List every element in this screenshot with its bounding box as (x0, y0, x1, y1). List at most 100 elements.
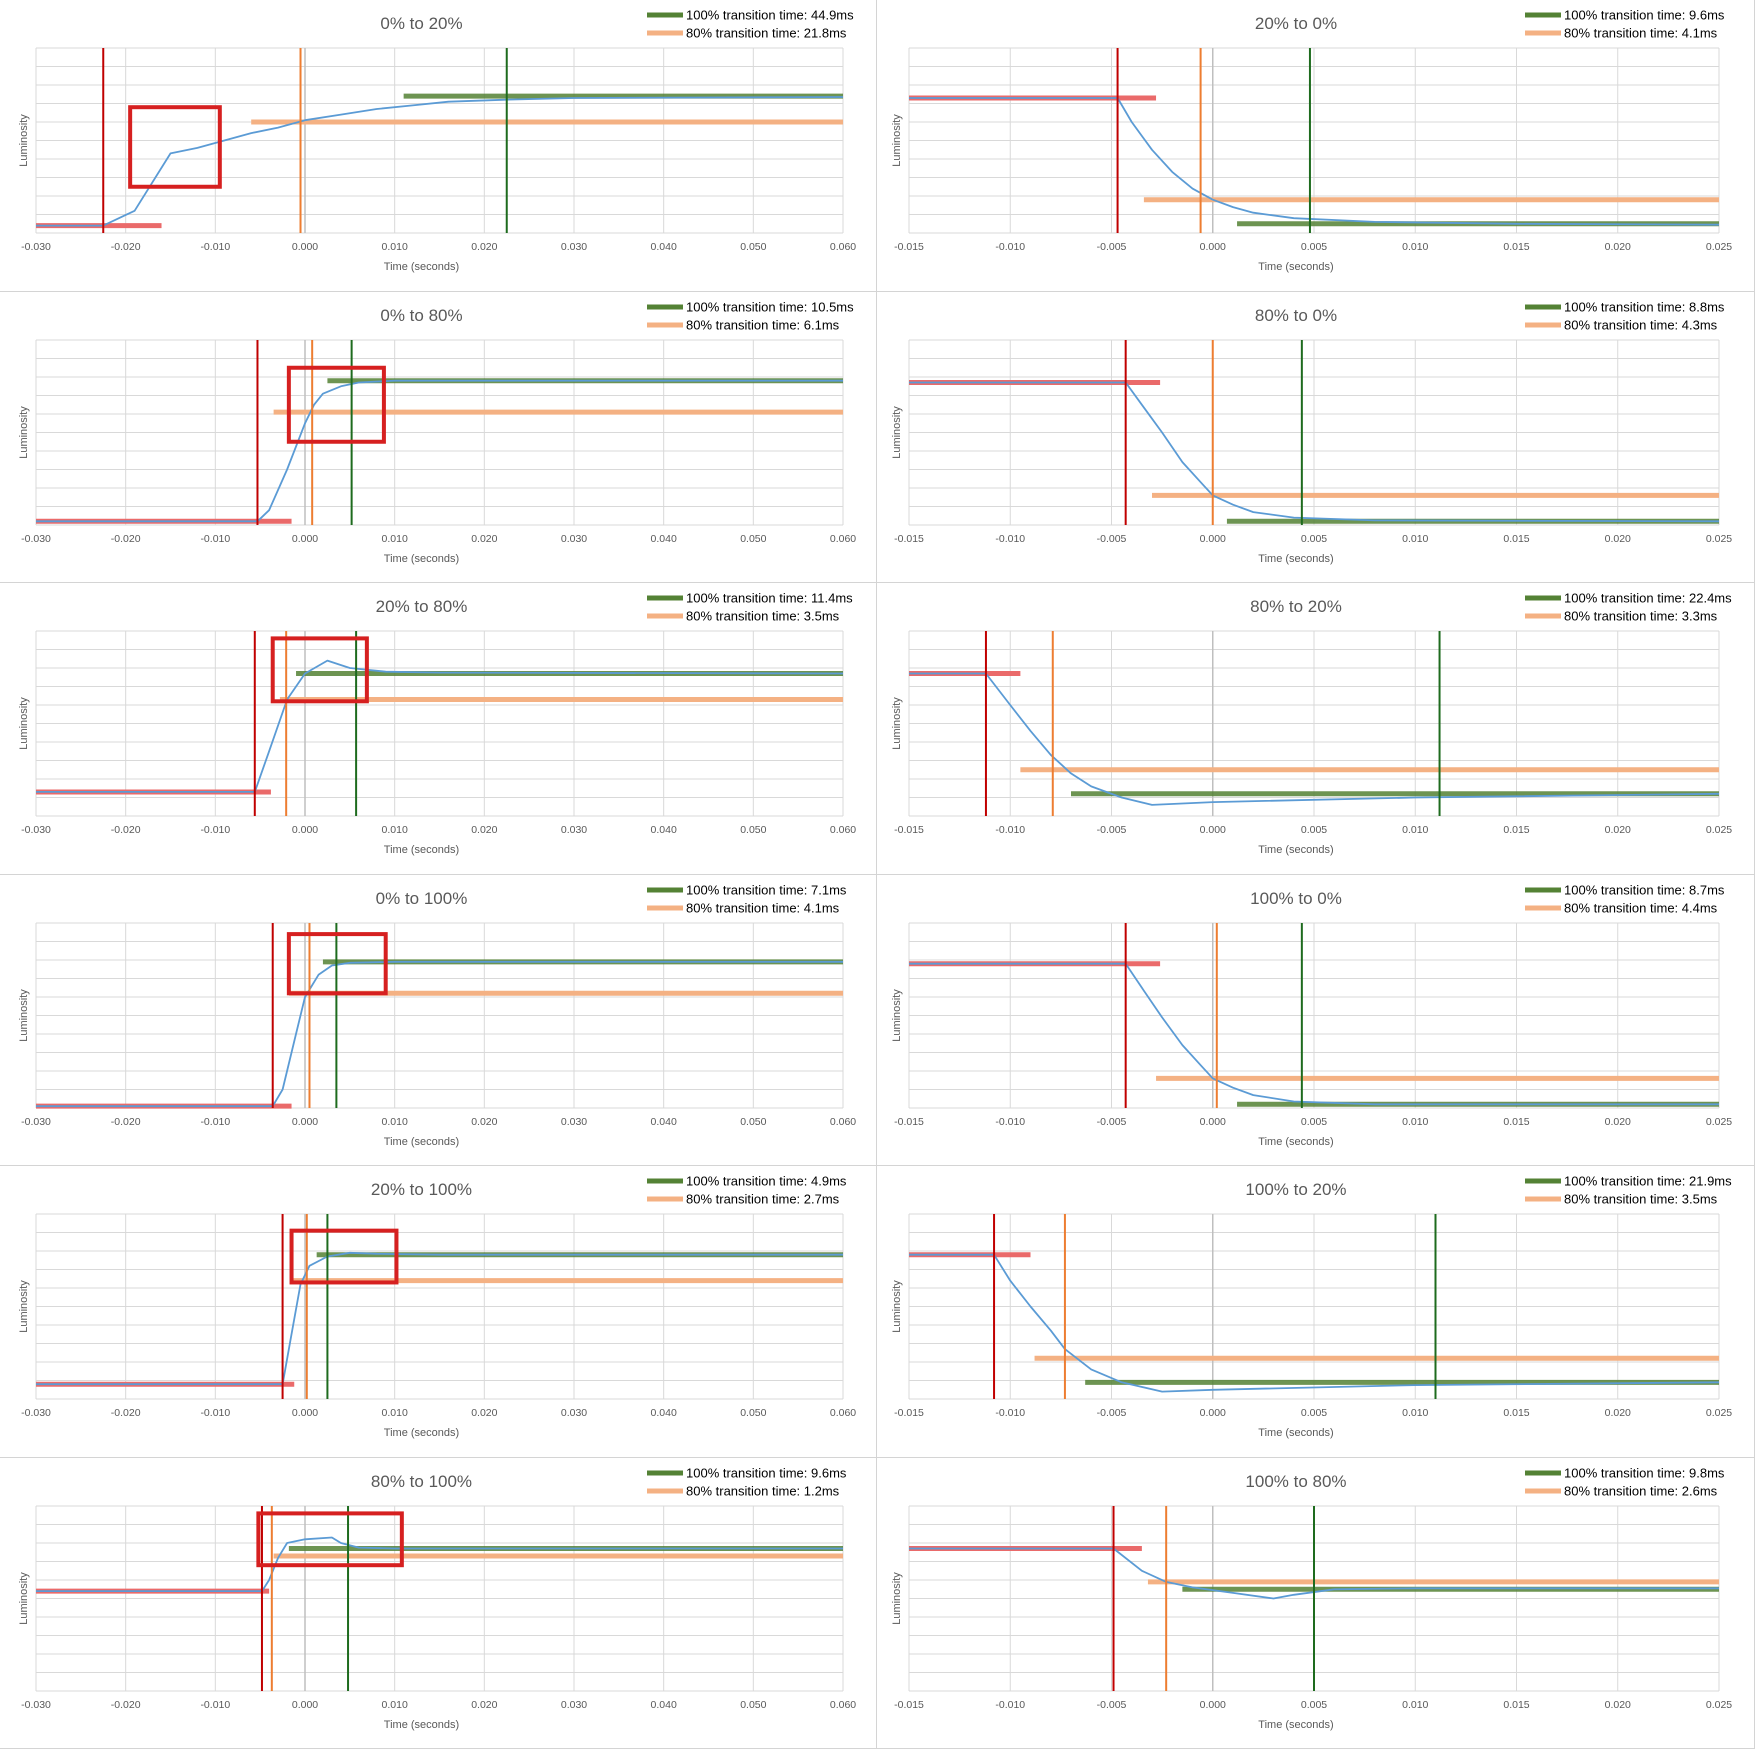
chart-title: 100% to 20% (1245, 1180, 1346, 1199)
x-tick-label: 0.000 (292, 241, 318, 253)
chart-title: 80% to 20% (1250, 597, 1342, 616)
x-tick-label: -0.015 (894, 1699, 924, 1711)
x-axis-label: Time (seconds) (384, 1136, 459, 1148)
legend-label-100: 100% transition time: 8.8ms (1564, 299, 1725, 314)
x-tick-label: 0.020 (1605, 241, 1631, 253)
luminosity-curve (909, 672, 1720, 806)
x-tick-label: -0.010 (995, 1116, 1025, 1128)
x-tick-label: 0.030 (561, 241, 587, 253)
x-tick-label: 0.015 (1503, 824, 1529, 836)
x-tick-label: -0.005 (1097, 1116, 1127, 1128)
legend-label-80: 80% transition time: 3.3ms (1564, 609, 1718, 624)
x-axis-label: Time (seconds) (1258, 1136, 1333, 1148)
overshoot-highlight-box (286, 931, 388, 995)
x-axis-label: Time (seconds) (1258, 1719, 1333, 1731)
chart-svg: 0% to 100% 100% transition time: 7.1ms 80%… (18, 882, 856, 1148)
chart-panel: 80% to 0% 100% transition time: 8.8ms 80% … (877, 291, 1755, 583)
x-tick-label: 0.020 (471, 1116, 497, 1128)
luminosity-curve (36, 379, 843, 522)
x-tick-label: -0.010 (200, 1116, 230, 1128)
chart-svg: 20% to 100% 100% transition time: 4.9ms 80… (18, 1174, 856, 1440)
chart-panel: 20% to 100% 100% transition time: 4.9ms 80… (0, 1166, 877, 1458)
luminosity-curve (909, 1253, 1720, 1393)
x-tick-label: 0.015 (1503, 533, 1529, 545)
y-axis-label: Luminosity (891, 1280, 903, 1333)
legend-label-100: 100% transition time: 10.5ms (686, 299, 854, 314)
legend-label-100: 100% transition time: 4.9ms (686, 1174, 847, 1189)
x-axis-label: Time (seconds) (384, 261, 459, 273)
x-tick-label: 0.020 (471, 1407, 497, 1419)
y-axis-label: Luminosity (18, 697, 30, 750)
x-tick-label: -0.030 (21, 241, 51, 253)
chart-title: 100% to 80% (1245, 1472, 1346, 1491)
legend-label-100: 100% transition time: 44.9ms (686, 8, 854, 23)
x-tick-label: 0.005 (1301, 533, 1327, 545)
chart-title: 0% to 80% (380, 306, 462, 325)
chart-panel: 100% to 0% 100% transition time: 8.7ms 80%… (877, 874, 1755, 1166)
x-tick-label: -0.010 (995, 1699, 1025, 1711)
x-tick-label: 0.060 (830, 824, 856, 836)
chart-svg: 100% to 80% 100% transition time: 9.8ms 80… (891, 1465, 1732, 1731)
x-tick-label: 0.005 (1301, 824, 1327, 836)
luminosity-curve (36, 659, 844, 793)
luminosity-curve (909, 381, 1720, 522)
legend-label-80: 80% transition time: 4.1ms (1564, 26, 1718, 41)
luminosity-curve (909, 962, 1719, 1105)
overshoot-highlight-box (289, 1228, 399, 1285)
chart-title: 20% to 80% (376, 597, 468, 616)
x-tick-label: 0.010 (1402, 241, 1428, 253)
x-tick-label: 0.000 (1200, 241, 1226, 253)
y-axis-label: Luminosity (891, 988, 903, 1041)
x-tick-label: -0.030 (21, 1407, 51, 1419)
x-tick-label: -0.010 (200, 824, 230, 836)
x-tick-label: -0.010 (995, 1407, 1025, 1419)
x-tick-label: 0.010 (1402, 824, 1428, 836)
legend-label-80: 80% transition time: 3.5ms (1564, 1192, 1718, 1207)
legend-label-100: 100% transition time: 22.4ms (1564, 591, 1732, 606)
x-tick-label: 0.020 (471, 241, 497, 253)
x-tick-label: 0.060 (830, 241, 856, 253)
x-tick-label: -0.005 (1097, 1699, 1127, 1711)
chart-svg: 20% to 80% 100% transition time: 11.4ms 80… (18, 591, 856, 857)
x-tick-label: -0.005 (1097, 824, 1127, 836)
x-tick-label: 0.025 (1706, 1407, 1732, 1419)
x-tick-label: -0.030 (21, 824, 51, 836)
chart-title: 20% to 100% (371, 1180, 472, 1199)
x-tick-label: -0.020 (111, 1116, 141, 1128)
x-tick-label: -0.030 (21, 1699, 51, 1711)
x-tick-label: 0.010 (382, 1699, 408, 1711)
x-tick-label: 0.030 (561, 824, 587, 836)
x-tick-label: 0.060 (830, 1699, 856, 1711)
y-axis-label: Luminosity (18, 1280, 30, 1333)
legend-label-100: 100% transition time: 8.7ms (1564, 882, 1725, 897)
y-axis-label: Luminosity (891, 697, 903, 750)
legend-label-100: 100% transition time: 9.6ms (1564, 8, 1725, 23)
x-tick-label: 0.040 (651, 1407, 677, 1419)
luminosity-curve (36, 960, 843, 1107)
x-tick-label: 0.010 (1402, 533, 1428, 545)
x-tick-label: -0.010 (200, 1699, 230, 1711)
x-tick-label: -0.015 (894, 1116, 924, 1128)
x-tick-label: 0.020 (1605, 1407, 1631, 1419)
x-tick-label: 0.010 (1402, 1699, 1428, 1711)
chart-svg: 100% to 0% 100% transition time: 8.7ms 80%… (891, 882, 1732, 1148)
x-tick-label: -0.020 (111, 824, 141, 836)
x-tick-label: 0.005 (1301, 1116, 1327, 1128)
x-axis-label: Time (seconds) (1258, 261, 1333, 273)
x-tick-label: 0.030 (561, 1699, 587, 1711)
chart-title: 0% to 100% (376, 889, 468, 908)
luminosity-curve (36, 1536, 843, 1592)
x-tick-label: 0.050 (740, 824, 766, 836)
x-tick-label: 0.020 (471, 824, 497, 836)
legend-label-80: 80% transition time: 2.7ms (686, 1192, 840, 1207)
chart-svg: 20% to 0% 100% transition time: 9.6ms 80% … (891, 8, 1732, 274)
x-axis-label: Time (seconds) (1258, 844, 1333, 856)
chart-title: 0% to 20% (380, 14, 462, 33)
chart-title: 80% to 100% (371, 1472, 472, 1491)
x-tick-label: -0.015 (894, 241, 924, 253)
x-tick-label: 0.000 (292, 1699, 318, 1711)
x-tick-label: 0.015 (1503, 1699, 1529, 1711)
x-tick-label: 0.010 (1402, 1407, 1428, 1419)
y-axis-label: Luminosity (891, 114, 903, 167)
x-tick-label: -0.020 (111, 1407, 141, 1419)
